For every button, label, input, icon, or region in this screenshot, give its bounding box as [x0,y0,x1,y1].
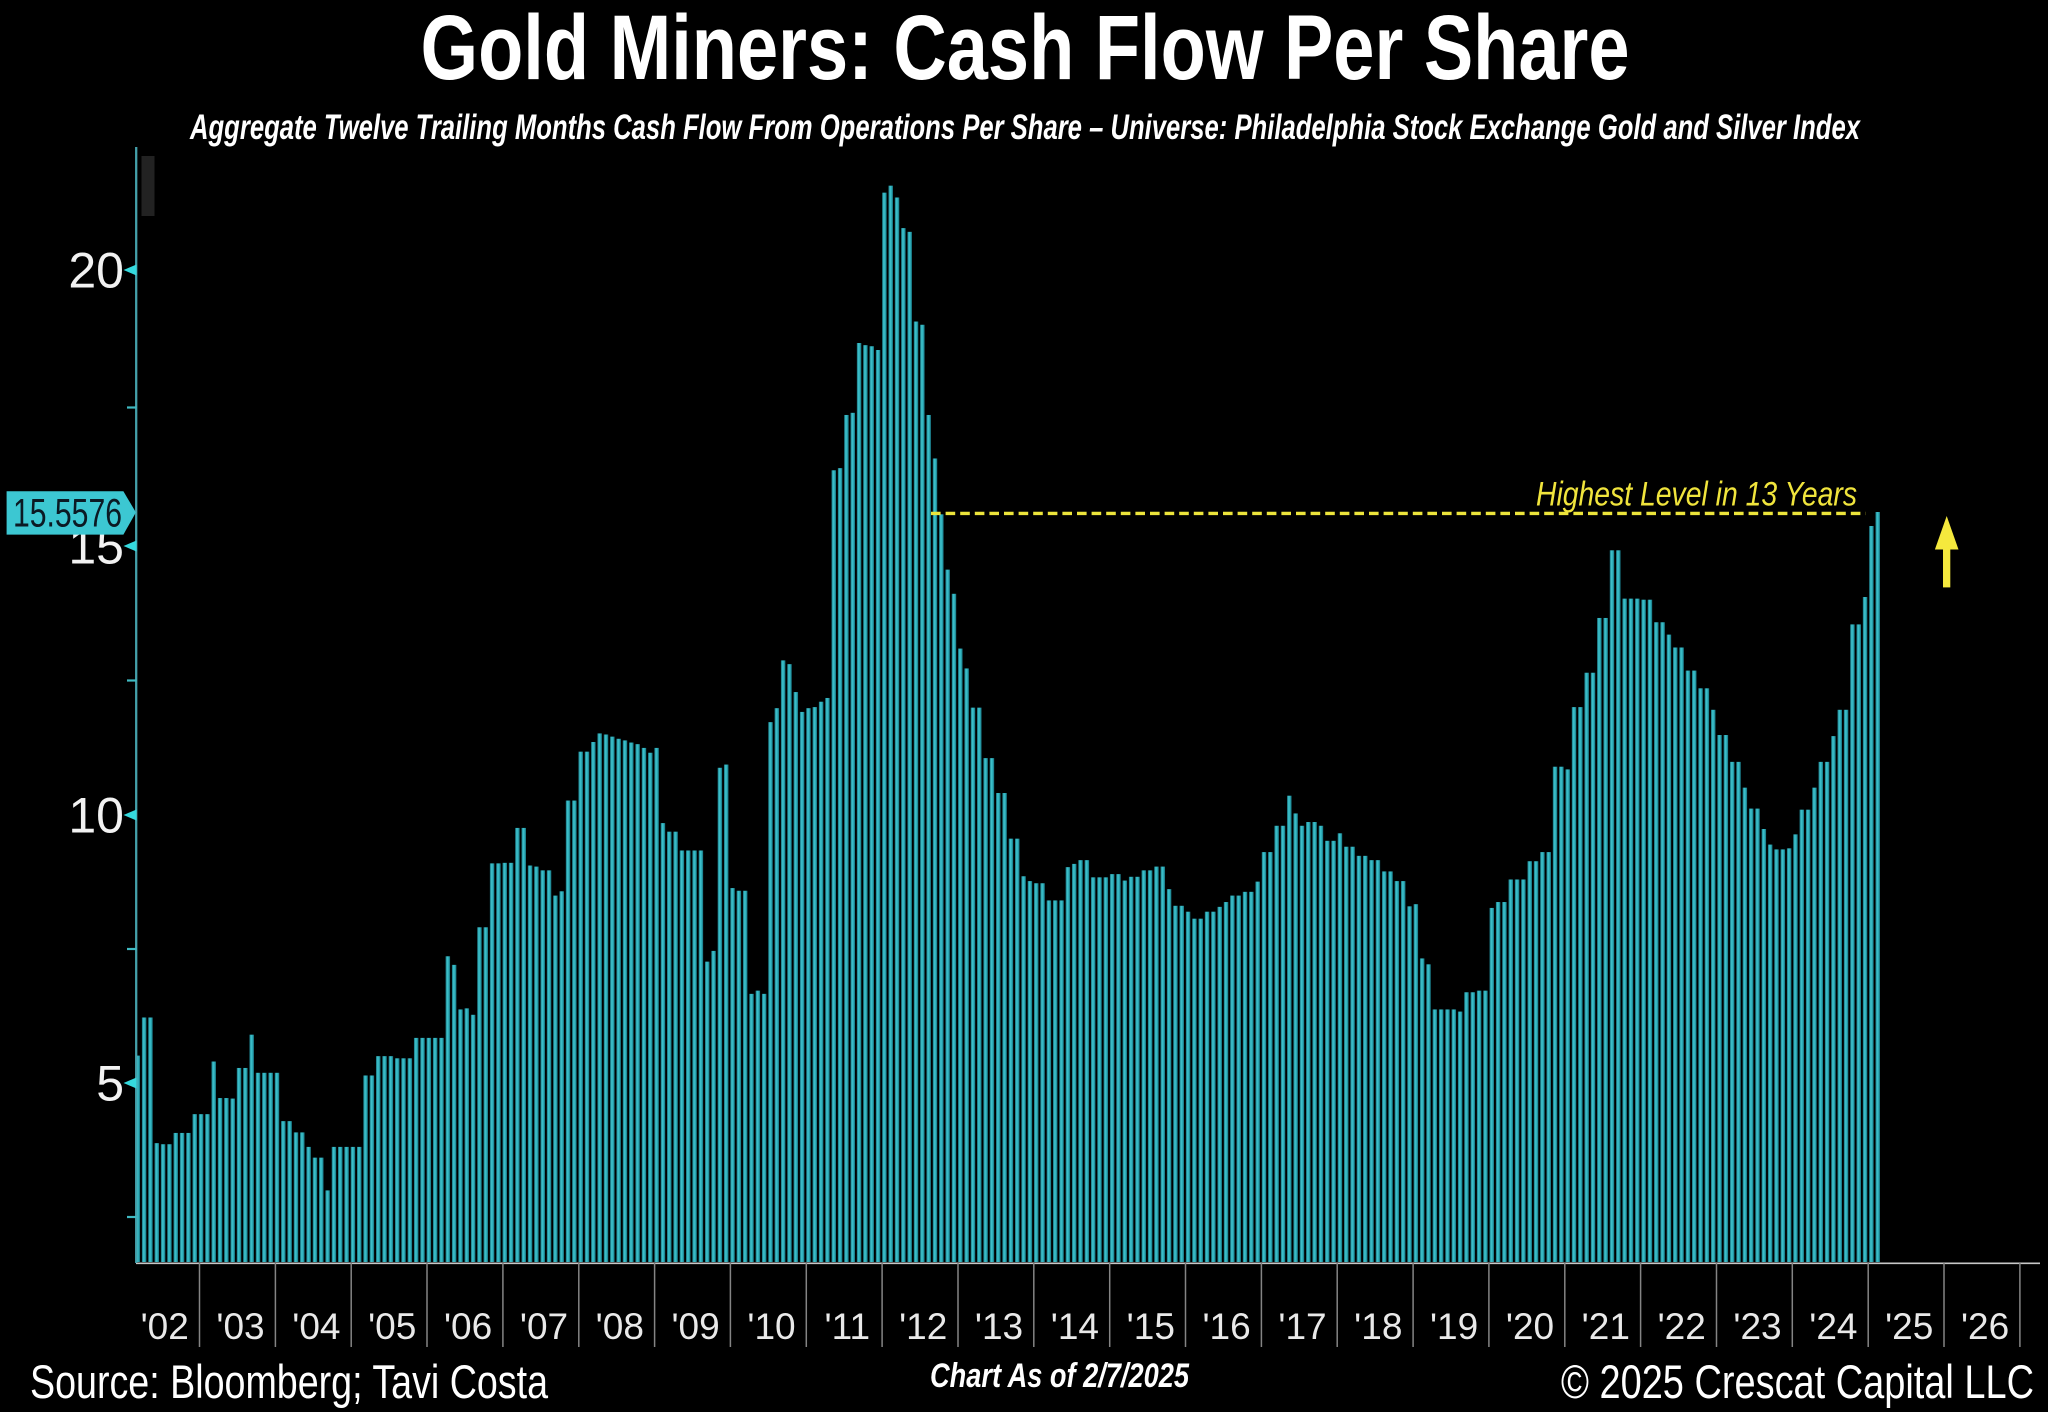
svg-text:'15: '15 [1127,1306,1175,1347]
svg-text:'25: '25 [1885,1306,1933,1347]
svg-text:'14: '14 [1051,1306,1099,1347]
svg-text:'22: '22 [1658,1306,1706,1347]
svg-text:'05: '05 [368,1306,416,1347]
svg-text:Gold Miners: Cash Flow Per Sha: Gold Miners: Cash Flow Per Share [421,0,1630,99]
svg-text:'23: '23 [1733,1306,1781,1347]
svg-text:'11: '11 [825,1306,870,1347]
svg-text:'04: '04 [292,1306,340,1347]
svg-text:'12: '12 [899,1306,947,1347]
svg-text:15.5576: 15.5576 [13,492,122,536]
svg-text:'18: '18 [1354,1306,1402,1347]
svg-text:'16: '16 [1202,1306,1250,1347]
svg-text:© 2025 Crescat Capital LLC: © 2025 Crescat Capital LLC [1561,1355,2034,1408]
svg-text:10: 10 [68,788,124,844]
svg-text:'19: '19 [1430,1306,1478,1347]
svg-text:'10: '10 [747,1306,795,1347]
svg-text:'03: '03 [216,1306,264,1347]
svg-text:'09: '09 [671,1306,719,1347]
svg-text:'08: '08 [596,1306,644,1347]
svg-text:'17: '17 [1278,1306,1326,1347]
svg-text:'24: '24 [1809,1306,1857,1347]
svg-text:'06: '06 [444,1306,492,1347]
svg-text:'26: '26 [1961,1306,2009,1347]
svg-text:Source: Bloomberg; Tavi Costa: Source: Bloomberg; Tavi Costa [30,1355,549,1408]
svg-text:20: 20 [68,243,124,299]
svg-text:'07: '07 [520,1306,568,1347]
svg-text:Aggregate Twelve Trailing Mont: Aggregate Twelve Trailing Months Cash Fl… [189,108,1861,147]
svg-text:'13: '13 [975,1306,1023,1347]
svg-text:Chart As of 2/7/2025: Chart As of 2/7/2025 [930,1357,1190,1395]
svg-text:Highest Level in 13 Years: Highest Level in 13 Years [1536,476,1857,514]
svg-text:5: 5 [96,1056,124,1112]
svg-text:'20: '20 [1506,1306,1554,1347]
svg-text:'02: '02 [141,1306,189,1347]
svg-text:'21: '21 [1582,1306,1630,1347]
